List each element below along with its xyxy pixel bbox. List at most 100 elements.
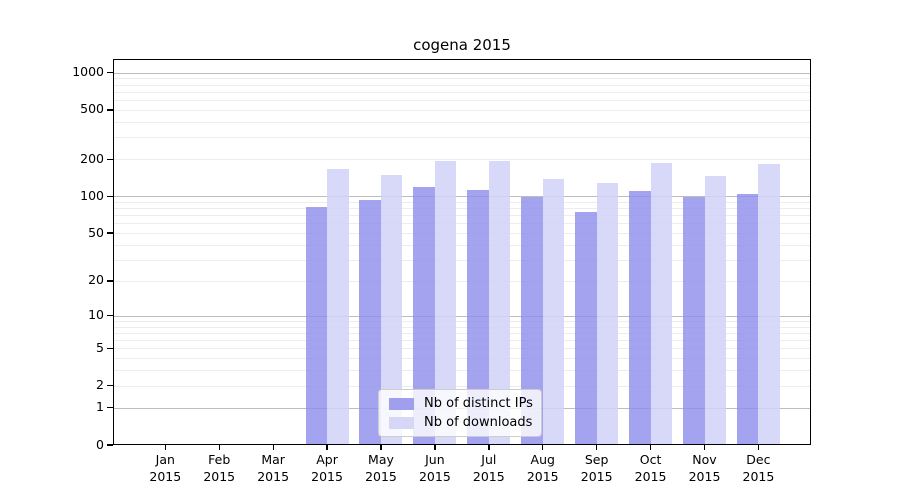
gridline-minor (113, 320, 811, 322)
y-tick-label: 50 (88, 224, 104, 240)
x-tick-label: Jan 2015 (149, 452, 182, 484)
bar-downloads (434, 160, 457, 445)
x-tick-mark (164, 445, 166, 450)
legend-item-distinct-ips: Nb of distinct IPs (389, 396, 535, 411)
y-tick-label: 5 (96, 339, 104, 355)
legend-swatch-distinct-ips (389, 397, 414, 410)
bar-downloads (758, 163, 780, 445)
x-tick-mark (218, 445, 220, 450)
x-tick-mark (757, 445, 760, 450)
gridline-minor (113, 280, 811, 282)
gridline-minor (113, 91, 811, 93)
bar-distinct-ips (629, 191, 651, 445)
gridline-minor (113, 137, 811, 139)
chart-title: cogena 2015 (413, 36, 511, 54)
y-tick-mark (107, 347, 113, 350)
gridline-minor (113, 159, 811, 161)
y-tick-mark (107, 232, 113, 234)
gridline-major (113, 196, 811, 198)
gridline-major (113, 72, 811, 74)
legend-swatch-downloads (389, 416, 414, 429)
bar-distinct-ips (521, 196, 543, 445)
x-tick-mark (326, 445, 328, 450)
bar-distinct-ips (359, 200, 381, 445)
bar-downloads (650, 163, 673, 445)
y-tick-mark (107, 444, 113, 446)
x-tick-mark (703, 445, 706, 450)
x-tick-mark (488, 445, 490, 450)
y-tick-label: 0 (96, 436, 104, 452)
y-tick-mark (107, 158, 113, 160)
y-tick-mark (107, 385, 113, 387)
gridline-minor (113, 223, 811, 225)
y-tick-label: 500 (80, 101, 104, 117)
gridline-minor (113, 244, 811, 246)
gridline-minor (113, 215, 811, 217)
y-tick-label: 20 (88, 272, 104, 288)
plot-area (113, 59, 811, 445)
gridline-minor (113, 208, 811, 210)
x-tick-label: Jul 2015 (472, 452, 505, 484)
x-tick-label: Nov 2015 (688, 452, 721, 484)
bar-distinct-ips (575, 211, 597, 445)
y-tick-mark (107, 280, 113, 282)
x-tick-mark (434, 445, 436, 450)
gridline-minor (113, 201, 811, 203)
bar-distinct-ips (467, 189, 489, 445)
bar-distinct-ips (305, 206, 328, 445)
gridline-minor (113, 358, 811, 360)
y-tick-mark (107, 195, 113, 197)
gridline-minor (113, 259, 811, 261)
x-tick-label: Jun 2015 (418, 452, 451, 484)
y-tick-mark (107, 72, 113, 74)
gridline-minor (113, 100, 811, 102)
y-tick-mark (107, 407, 113, 409)
gridline-minor (113, 332, 811, 334)
x-tick-label: Sep 2015 (580, 452, 613, 484)
legend-item-downloads: Nb of downloads (389, 415, 535, 430)
x-tick-mark (542, 445, 544, 450)
x-tick-mark (272, 445, 274, 450)
gridline-minor (113, 370, 811, 372)
x-tick-label: Mar 2015 (257, 452, 290, 484)
legend: Nb of distinct IPs Nb of downloads (378, 389, 542, 437)
legend-label-distinct-ips: Nb of distinct IPs (424, 396, 533, 411)
bar-distinct-ips (413, 186, 435, 445)
x-tick-mark (596, 445, 598, 450)
bar-downloads (542, 179, 565, 445)
gridline-major (113, 315, 811, 317)
bar-distinct-ips (683, 197, 705, 445)
y-tick-label: 1000 (72, 64, 104, 80)
gridline-minor (113, 121, 811, 123)
bar-downloads (596, 183, 619, 445)
gridline-minor (113, 385, 811, 387)
gridline-minor (113, 84, 811, 86)
bar-distinct-ips (736, 194, 759, 445)
bar-downloads (704, 176, 726, 445)
gridline-minor (113, 348, 811, 350)
bar-downloads (380, 174, 403, 445)
gridline-minor (113, 109, 811, 111)
x-tick-label: Aug 2015 (526, 452, 559, 484)
x-tick-mark (649, 445, 652, 450)
gridline-minor (113, 233, 811, 235)
gridline-minor (113, 326, 811, 328)
y-tick-label: 2 (96, 377, 104, 393)
y-tick-mark (107, 315, 113, 317)
x-tick-label: Oct 2015 (634, 452, 667, 484)
bar-downloads (327, 169, 349, 445)
y-tick-label: 100 (80, 187, 104, 203)
y-tick-mark (107, 109, 113, 111)
x-tick-label: May 2015 (365, 452, 397, 484)
y-tick-label: 10 (88, 307, 104, 323)
y-tick-label: 200 (80, 150, 104, 166)
x-tick-label: Apr 2015 (311, 452, 343, 484)
y-tick-label: 1 (96, 399, 104, 415)
legend-label-downloads: Nb of downloads (424, 415, 533, 430)
gridline-minor (113, 340, 811, 342)
x-tick-label: Dec 2015 (742, 452, 775, 484)
x-tick-label: Feb 2015 (203, 452, 236, 484)
gridline-minor (113, 78, 811, 80)
bar-downloads (488, 161, 511, 445)
x-tick-mark (380, 445, 382, 450)
